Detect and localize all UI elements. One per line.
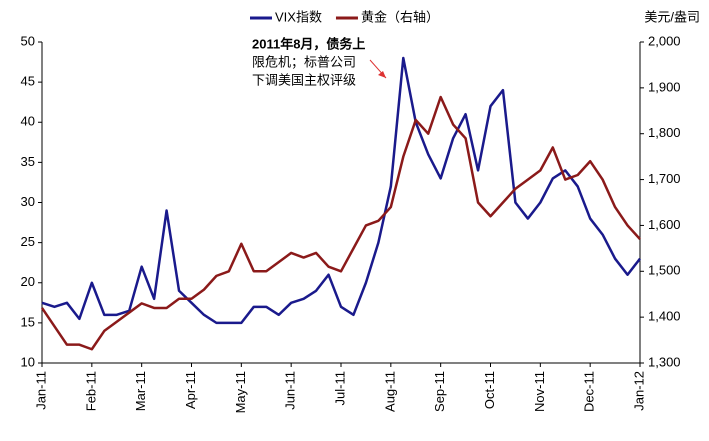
y2-tick-label: 1,800	[648, 125, 681, 140]
x-tick-label: Sep-11	[432, 371, 447, 412]
x-tick-label: Dec-11	[582, 371, 597, 412]
annotation-line: 限危机；标普公司	[252, 54, 356, 70]
y-tick-label: 20	[21, 274, 35, 289]
legend-label: 黄金（右轴）	[361, 9, 439, 24]
y-tick-label: 25	[21, 234, 35, 249]
x-tick-label: Jan-11	[33, 371, 48, 410]
x-tick-label: May-11	[233, 371, 248, 413]
x-tick-label: Jun-11	[283, 371, 298, 410]
x-tick-label: Nov-11	[532, 371, 547, 412]
y-tick-label: 40	[21, 114, 35, 129]
y2-tick-label: 1,400	[648, 309, 681, 324]
y-tick-label: 15	[21, 314, 35, 329]
annotation-arrowhead	[378, 71, 386, 78]
y-tick-label: 45	[21, 74, 35, 89]
series-line	[40, 95, 641, 351]
annotation-line: 下调美国主权评级	[252, 72, 356, 87]
x-tick-label: Apr-11	[183, 371, 198, 409]
y2-tick-label: 1,700	[648, 171, 681, 186]
y2-tick-label: 1,600	[648, 217, 681, 232]
y-tick-label: 35	[21, 154, 35, 169]
y2-tick-label: 1,300	[648, 354, 681, 369]
y2-tick-label: 1,900	[648, 79, 681, 94]
x-tick-label: Oct-11	[482, 371, 497, 409]
legend-label: VIX指数	[275, 9, 322, 24]
y-tick-label: 30	[21, 194, 35, 209]
series-line	[41, 56, 641, 325]
x-tick-label: Feb-11	[83, 371, 98, 411]
annotation-line: 2011年8月，债务上	[252, 36, 365, 51]
y-tick-label: 50	[21, 33, 35, 48]
y2-tick-label: 1,500	[648, 263, 681, 278]
y2-axis-label: 美元/盎司	[644, 9, 700, 24]
y-tick-label: 10	[21, 354, 35, 369]
x-tick-label: Aug-11	[382, 371, 397, 412]
x-tick-label: Jul-11	[332, 371, 347, 405]
x-tick-label: Mar-11	[133, 371, 148, 411]
x-tick-label: Jan-12	[631, 371, 646, 411]
y2-tick-label: 2,000	[648, 33, 681, 48]
